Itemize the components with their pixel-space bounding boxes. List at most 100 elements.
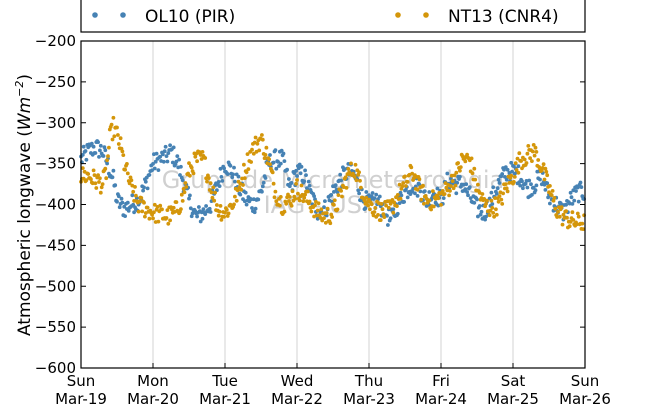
data-point xyxy=(268,153,272,157)
data-point xyxy=(140,209,145,214)
data-point xyxy=(564,202,568,207)
data-point xyxy=(295,174,299,178)
data-point xyxy=(282,159,287,164)
data-point xyxy=(328,221,333,226)
data-point xyxy=(497,181,502,185)
data-point xyxy=(335,190,340,195)
data-point xyxy=(249,160,254,164)
data-point xyxy=(223,210,227,215)
data-point xyxy=(164,154,169,159)
data-point xyxy=(309,209,314,214)
data-point xyxy=(241,183,245,187)
data-point xyxy=(260,189,264,194)
data-point xyxy=(504,177,509,182)
data-point xyxy=(206,176,211,181)
data-point xyxy=(177,157,182,162)
data-point xyxy=(264,145,269,150)
data-point xyxy=(527,178,532,183)
data-point xyxy=(324,211,329,215)
data-point xyxy=(106,154,110,159)
data-point xyxy=(262,156,267,161)
data-point xyxy=(458,165,463,170)
data-point xyxy=(405,180,410,184)
data-point xyxy=(505,167,510,172)
data-point xyxy=(386,223,390,227)
y-tick-label: −500 xyxy=(35,277,76,295)
data-point xyxy=(509,173,514,178)
data-point xyxy=(330,215,334,219)
data-point xyxy=(439,203,443,207)
data-point xyxy=(475,197,479,202)
data-point xyxy=(126,209,131,213)
data-point xyxy=(105,161,109,166)
data-point xyxy=(233,179,237,184)
data-point xyxy=(184,185,189,189)
data-point xyxy=(458,168,462,173)
data-point xyxy=(343,175,348,180)
data-point xyxy=(372,210,377,214)
data-point xyxy=(463,187,468,192)
y-tick-label: −350 xyxy=(35,155,76,173)
data-point xyxy=(220,179,225,183)
data-point xyxy=(205,179,209,184)
data-point xyxy=(451,186,456,191)
data-point xyxy=(251,151,256,156)
x-tick-label-day: Fri xyxy=(432,372,450,390)
data-point xyxy=(391,207,396,212)
data-point xyxy=(195,214,200,219)
data-point xyxy=(504,186,509,191)
data-point xyxy=(415,187,420,192)
data-point xyxy=(130,193,135,198)
data-point xyxy=(244,170,249,175)
data-point xyxy=(197,205,201,209)
data-point xyxy=(496,199,501,204)
data-point xyxy=(84,178,89,183)
data-point xyxy=(530,159,534,164)
data-point xyxy=(399,193,404,198)
data-point xyxy=(456,161,460,165)
data-point xyxy=(440,189,445,193)
data-point xyxy=(567,224,572,229)
x-tick-label-date: Mar-23 xyxy=(343,390,395,408)
data-point xyxy=(488,208,493,213)
data-point xyxy=(282,209,287,214)
x-tick-label-date: Mar-19 xyxy=(55,390,107,408)
data-point xyxy=(533,188,538,193)
data-point xyxy=(581,227,586,232)
data-point xyxy=(529,182,533,187)
data-point xyxy=(384,203,388,208)
data-point xyxy=(219,175,224,179)
legend-marker-nt13 xyxy=(395,12,401,18)
data-point xyxy=(494,192,499,196)
data-point xyxy=(284,201,289,206)
data-point xyxy=(271,181,276,186)
data-point xyxy=(505,189,510,194)
data-point xyxy=(147,216,152,221)
data-point xyxy=(516,170,521,175)
data-point xyxy=(250,147,254,152)
data-point xyxy=(570,210,575,215)
data-point xyxy=(136,209,141,214)
data-point xyxy=(198,219,203,224)
data-point xyxy=(512,175,517,179)
data-point xyxy=(307,199,312,204)
data-point xyxy=(548,184,552,188)
data-point xyxy=(392,200,397,205)
data-point xyxy=(294,168,298,173)
data-point xyxy=(421,183,425,188)
data-point xyxy=(512,180,516,184)
data-point xyxy=(525,151,530,156)
data-point xyxy=(289,181,294,185)
data-point xyxy=(249,197,254,202)
data-point xyxy=(476,182,480,187)
data-point xyxy=(435,186,440,191)
data-point xyxy=(153,159,158,164)
data-point xyxy=(154,151,159,156)
data-point xyxy=(447,193,451,198)
data-point xyxy=(494,207,498,212)
data-point xyxy=(377,194,382,199)
x-tick-label-day: Mon xyxy=(137,372,169,390)
data-point xyxy=(464,182,469,187)
data-point xyxy=(353,162,358,167)
data-point xyxy=(427,190,432,194)
